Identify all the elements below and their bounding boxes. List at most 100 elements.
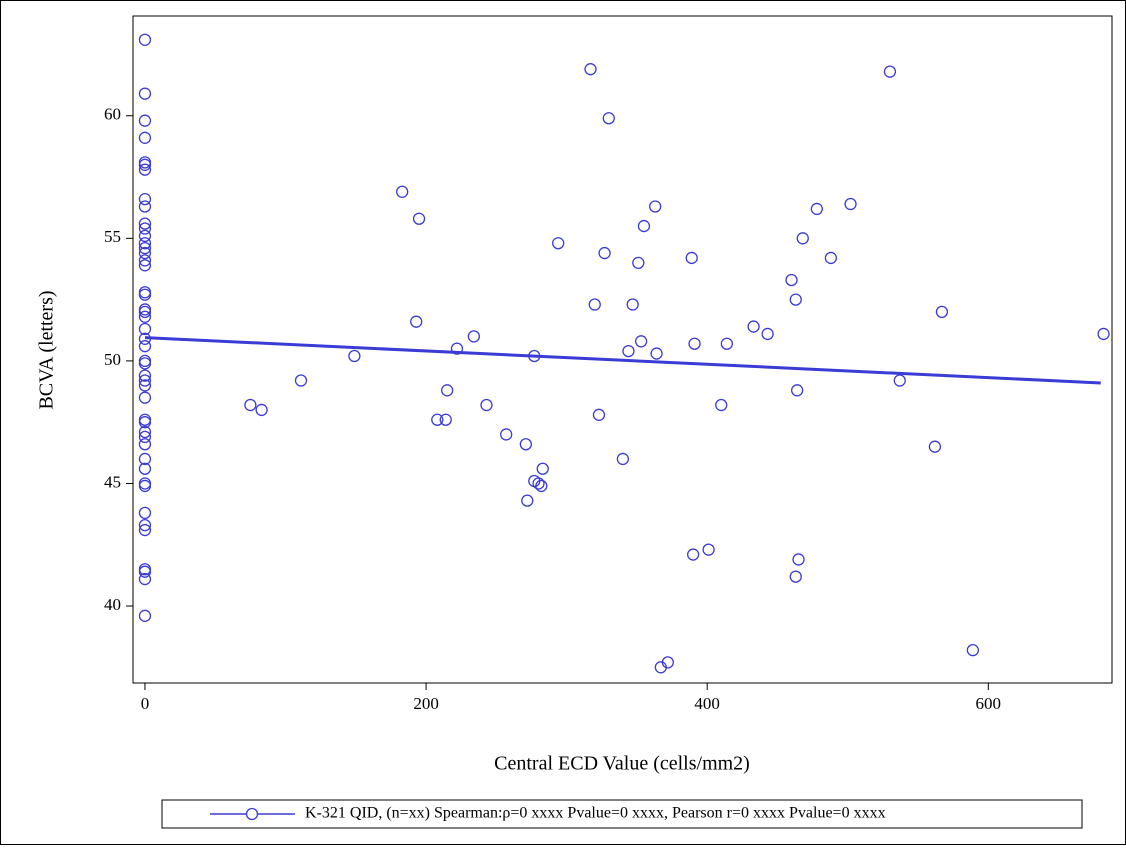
- point: [584, 63, 597, 76]
- point: [792, 553, 805, 566]
- point: [348, 349, 361, 363]
- point: [138, 246, 152, 260]
- point: [138, 374, 152, 387]
- point: [1097, 327, 1110, 341]
- point: [650, 347, 663, 360]
- point: [439, 413, 452, 426]
- point: [138, 131, 152, 144]
- point: [598, 246, 611, 260]
- point: [796, 232, 809, 245]
- point: [294, 374, 308, 387]
- point: [686, 548, 700, 561]
- point: [138, 391, 152, 404]
- point: [552, 237, 565, 250]
- point: [622, 344, 635, 358]
- point: [616, 452, 630, 466]
- y-tick-label: 55: [104, 227, 121, 246]
- point: [536, 462, 549, 475]
- point: [844, 197, 857, 211]
- point: [521, 494, 534, 507]
- y-tick-label: 40: [104, 595, 121, 614]
- point: [138, 114, 152, 127]
- legend: [161, 799, 1083, 829]
- point: [138, 357, 152, 370]
- point: [138, 322, 152, 336]
- point: [138, 572, 152, 586]
- point: [138, 506, 152, 520]
- point: [535, 479, 548, 493]
- point: [138, 288, 152, 301]
- point: [138, 222, 152, 235]
- point: [702, 543, 715, 556]
- point: [928, 440, 942, 453]
- point: [244, 398, 257, 412]
- plot-area: [132, 15, 1113, 684]
- point: [761, 327, 774, 341]
- point: [138, 254, 152, 267]
- point: [138, 217, 152, 230]
- point: [138, 523, 152, 537]
- point: [138, 379, 152, 392]
- point: [824, 251, 838, 265]
- point: [532, 477, 545, 490]
- point: [138, 416, 152, 429]
- point: [138, 200, 152, 213]
- point: [480, 398, 493, 412]
- point: [138, 565, 152, 578]
- point: [138, 354, 152, 368]
- y-tick-label: 60: [104, 105, 121, 124]
- legend-label: K-321 QID, (n=xx) Spearman:ρ=0 xxxx Pval…: [305, 805, 886, 822]
- point: [255, 403, 268, 417]
- point: [138, 163, 152, 176]
- point: [883, 65, 897, 78]
- point: [649, 200, 662, 213]
- point: [789, 570, 802, 583]
- point: [966, 644, 979, 657]
- point: [138, 518, 152, 532]
- point: [467, 330, 481, 343]
- point: [747, 320, 760, 333]
- legend-marker: [245, 807, 259, 821]
- point: [138, 340, 152, 353]
- point: [632, 256, 645, 269]
- point: [450, 342, 464, 355]
- point: [138, 479, 152, 493]
- point: [935, 305, 949, 319]
- point: [138, 192, 152, 206]
- point: [715, 398, 728, 412]
- point: [500, 428, 513, 441]
- point: [410, 315, 423, 328]
- point: [810, 202, 823, 216]
- point: [138, 609, 152, 622]
- point: [138, 413, 152, 426]
- y-tick-label: 50: [104, 350, 121, 369]
- point: [790, 384, 804, 397]
- x-tick-label: 600: [976, 694, 1002, 713]
- point: [138, 259, 152, 272]
- point: [441, 384, 454, 397]
- point: [785, 273, 798, 287]
- point: [138, 477, 152, 490]
- point: [138, 237, 152, 250]
- point: [138, 87, 152, 100]
- point: [138, 305, 152, 319]
- point: [688, 337, 701, 350]
- point: [138, 310, 152, 323]
- point: [396, 185, 409, 198]
- x-tick-label: 400: [694, 694, 720, 713]
- point: [138, 241, 152, 255]
- point: [138, 369, 152, 382]
- point: [720, 337, 734, 350]
- point: [138, 452, 152, 466]
- point: [412, 212, 426, 225]
- point: [626, 298, 639, 311]
- point: [592, 408, 606, 421]
- x-tick-label: 200: [413, 694, 439, 713]
- point: [138, 229, 152, 243]
- point: [138, 33, 152, 46]
- x-tick-label: 0: [141, 694, 150, 713]
- y-tick-label: 45: [104, 472, 121, 491]
- point: [138, 286, 152, 299]
